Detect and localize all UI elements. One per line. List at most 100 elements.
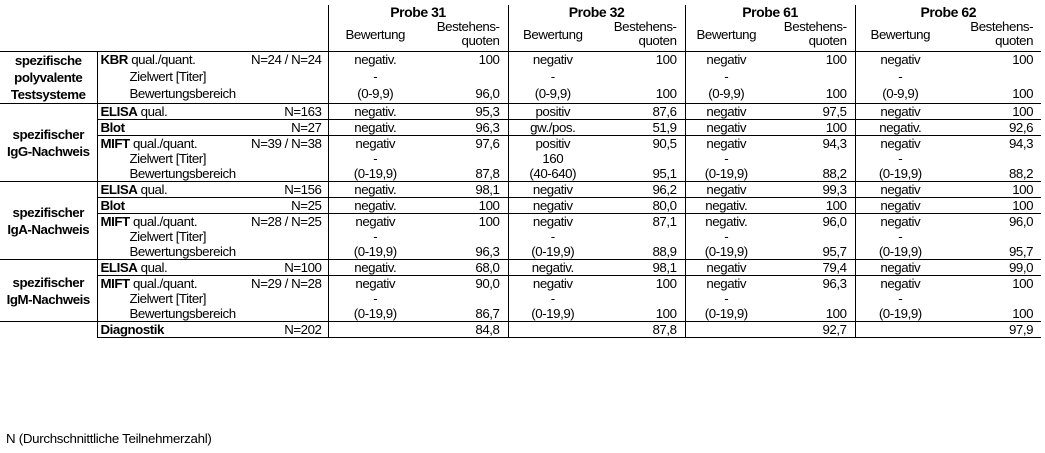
test-qualifier: qual./quant. bbox=[131, 52, 196, 67]
quote-cell: 97,9 bbox=[945, 321, 1042, 338]
test-name-cell: Blot N=27 bbox=[96, 119, 328, 136]
quote-cell: 95,7 bbox=[1008, 244, 1034, 259]
footnote: N (Durchschnittliche Teilnehmerzahl) bbox=[6, 431, 212, 446]
bewertung-cell: negativ bbox=[327, 213, 422, 229]
test-qualifier: qual./quant. bbox=[132, 276, 198, 291]
test-name: KBR bbox=[100, 52, 129, 67]
bewertung-cell: (0-19,9) bbox=[327, 166, 422, 182]
bewertung-cell: negativ bbox=[854, 275, 946, 291]
bewertung-cell: (0-19,9) bbox=[327, 306, 422, 322]
bewertung-cell: - bbox=[327, 291, 422, 306]
quote-cell: 96,3 bbox=[422, 119, 509, 136]
table-row: MIFT qual./quant. N=29 / N=28 negativ 90,… bbox=[0, 275, 1041, 291]
quote-cell: 79,4 bbox=[767, 259, 856, 276]
quote-cell bbox=[422, 291, 508, 306]
quote-cell: 100 bbox=[422, 51, 509, 70]
bewertung-cell: negativ bbox=[327, 275, 422, 291]
quote-cell: 92,6 bbox=[945, 119, 1042, 136]
quote-cell bbox=[767, 151, 855, 166]
bewertung-cell: negativ bbox=[507, 197, 598, 214]
bewertung-header: Bewertung bbox=[507, 20, 598, 52]
bewertung-header: Bewertung bbox=[684, 20, 768, 52]
quote-cell: 87,8 bbox=[597, 321, 686, 338]
bewertung-cell: - bbox=[684, 151, 768, 166]
bewertung-cell: negativ bbox=[854, 197, 946, 214]
quote-cell: 51,9 bbox=[597, 119, 686, 136]
quote-cell: 100 bbox=[825, 306, 847, 321]
quote-cell: 86,7 bbox=[475, 306, 500, 321]
participant-count: N=24 / N=24 bbox=[251, 52, 322, 67]
quote-cell bbox=[767, 229, 855, 244]
bewertung-cell: - bbox=[684, 229, 768, 244]
quote-cell: 87,6 bbox=[597, 103, 686, 120]
quote-cell bbox=[422, 229, 508, 244]
quote-cell: 100 bbox=[767, 51, 856, 70]
bewertung-cell: negativ bbox=[507, 275, 598, 291]
quote-cell: 98,1 bbox=[597, 259, 686, 276]
bewertung-cell: negativ. bbox=[327, 119, 422, 136]
bewertung-cell: (0-19,9) bbox=[854, 244, 946, 260]
quote-cell bbox=[422, 69, 508, 86]
quote-cell: 96,0 bbox=[1008, 214, 1034, 229]
quote-cell: 95,1 bbox=[652, 166, 677, 181]
bewertung-cell: negativ. bbox=[327, 259, 422, 276]
test-name: Blot bbox=[100, 198, 126, 213]
quote-cell: 100 bbox=[597, 51, 686, 70]
quote-cell: 100 bbox=[478, 214, 500, 229]
probe-header: Probe 32 bbox=[507, 5, 686, 20]
bewertung-cell: negativ bbox=[684, 259, 768, 276]
test-name: Blot bbox=[100, 120, 126, 135]
bewertung-cell: - bbox=[684, 69, 768, 86]
participant-count: N=28 / N=25 bbox=[251, 214, 322, 229]
table-row: spezifischer IgM-Nachweis ELISA qual. N=1… bbox=[0, 259, 1042, 322]
bewertung-cell: negativ bbox=[507, 181, 598, 198]
table-row: spezifischer IgA-Nachweis ELISA qual. N=1… bbox=[0, 181, 1042, 260]
bewertung-header: Bewertung bbox=[327, 20, 422, 52]
zielwert-label: Zielwert [Titer] bbox=[96, 229, 328, 244]
probe-header: Probe 61 bbox=[684, 5, 856, 20]
quote-cell: 90,5 bbox=[652, 136, 677, 151]
bewertung-cell: negativ bbox=[507, 51, 598, 70]
bewertungsbereich-label: Bewertungsbereich bbox=[96, 85, 328, 104]
quote-cell: 100 bbox=[945, 181, 1042, 198]
quote-header-line: Bestehens- bbox=[613, 20, 677, 34]
quote-cell: 100 bbox=[1012, 85, 1034, 101]
quote-cell: 100 bbox=[655, 306, 677, 321]
quote-cell bbox=[945, 151, 1041, 166]
quote-header-line: Bestehens- bbox=[783, 20, 847, 34]
quote-cell: 96,2 bbox=[597, 181, 686, 198]
quote-header: Bestehens-quoten bbox=[597, 20, 685, 52]
header-probe-row: Probe 31 Probe 32 Probe 61 Probe 62 bbox=[0, 5, 1042, 20]
probe-header: Probe 62 bbox=[854, 5, 1042, 20]
quote-cell: 100 bbox=[655, 276, 677, 291]
bewertung-cell: negativ. bbox=[327, 197, 422, 214]
quote-cell: 100 bbox=[1012, 276, 1034, 291]
bewertung-cell: (0-9,9) bbox=[854, 85, 946, 104]
quote-header-line: quoten bbox=[638, 33, 677, 48]
participant-count: N=25 bbox=[291, 198, 322, 213]
test-name: ELISA bbox=[100, 182, 138, 197]
table-row: MIFT qual./quant. N=28 / N=25 negativ 100… bbox=[0, 213, 1041, 229]
quote-cell: 88,2 bbox=[822, 166, 847, 181]
bewertung-cell: (40-640) bbox=[507, 166, 598, 182]
bewertung-cell: - bbox=[854, 151, 946, 166]
quote-cell: 100 bbox=[767, 119, 856, 136]
bewertung-cell: - bbox=[507, 69, 598, 86]
quote-cell bbox=[945, 229, 1041, 244]
quote-cell: 94,3 bbox=[822, 136, 847, 151]
bewertung-cell: 160 bbox=[507, 151, 598, 166]
bewertung-cell: negativ bbox=[327, 135, 422, 151]
participant-count: N=202 bbox=[284, 322, 322, 337]
participant-count: N=156 bbox=[284, 182, 322, 197]
bewertung-cell: negativ. bbox=[327, 103, 422, 120]
test-name-cell: MIFT qual./quant. N=29 / N=28 bbox=[96, 275, 328, 291]
quote-header: Bestehens-quoten bbox=[945, 20, 1041, 52]
participant-count: N=29 / N=28 bbox=[251, 276, 322, 291]
group-label: spezifischer IgG-Nachweis bbox=[0, 103, 97, 182]
test-qualifier: qual. bbox=[140, 260, 168, 275]
bewertung-cell: negativ. bbox=[684, 197, 768, 214]
results-table: Probe 31 Probe 32 Probe 61 Probe 62 Bewe… bbox=[0, 5, 1042, 338]
bewertung-cell: - bbox=[327, 229, 422, 244]
test-qualifier: qual./quant. bbox=[132, 136, 198, 151]
